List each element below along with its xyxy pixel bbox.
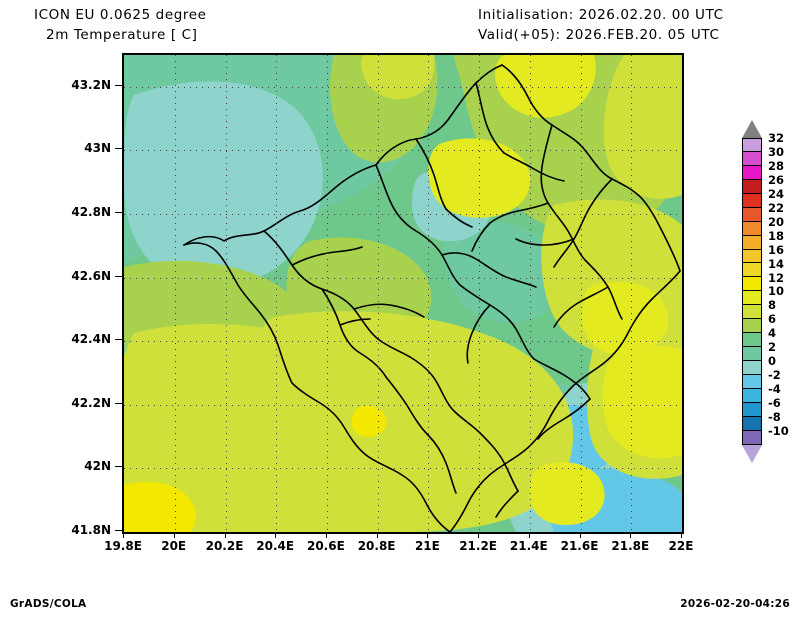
colorbar-label-10: 10: [768, 284, 785, 299]
xtick-label-20.4E: 20.4E: [256, 539, 295, 553]
colorbar-label--6: -6: [768, 396, 781, 411]
colorbar-cell-6: [742, 221, 762, 236]
colorbar-label--4: -4: [768, 382, 781, 397]
colorbar-label-30: 30: [768, 144, 785, 159]
colorbar-cell-21: [742, 430, 762, 445]
xtick-mark-11: [681, 532, 682, 538]
xtick-mark-10: [630, 532, 632, 538]
ytick-label-42N: 42N: [84, 459, 111, 474]
colorbar-cell-20: [742, 416, 762, 431]
xtick-mark-4: [325, 532, 327, 538]
ytick-mark-42.4N: [115, 339, 122, 341]
xtick-label-22E: 22E: [668, 539, 694, 553]
colorbar-label-24: 24: [768, 186, 785, 201]
colorbar-label-18: 18: [768, 228, 785, 243]
colorbar-cell-9: [742, 263, 762, 278]
xtick-label-19.8E: 19.8E: [104, 539, 142, 553]
colorbar-cell-18: [742, 388, 762, 403]
ytick-label-42.8N: 42.8N: [71, 205, 111, 219]
colorbar: 32 30 28 26 24 22 20 18 16 14 12 10 8 6 4 2 0 -2 -4 -6 -8 -10: [742, 120, 800, 465]
colorbar-label-16: 16: [768, 242, 785, 257]
xtick-label-20.2E: 20.2E: [205, 539, 244, 553]
colorbar-label-32: 32: [768, 131, 785, 145]
xtick-mark-1: [173, 532, 175, 538]
footer-timestamp: 2026-02-20-04:26: [680, 598, 790, 610]
colorbar-cell-2: [742, 165, 762, 180]
ytick-label-41.8N: 41.8N: [71, 523, 111, 537]
ytick-label-43.2N: 43.2N: [71, 77, 111, 92]
colorbar-label-6: 6: [768, 312, 777, 327]
colorbar-cell-17: [742, 374, 762, 389]
ytick-mark-42.2N: [115, 402, 122, 404]
colorbar-label-26: 26: [768, 172, 785, 187]
colorbar-over-arrow-icon: [742, 120, 762, 138]
colorbar-label-14: 14: [768, 256, 785, 271]
colorbar-cell-1: [742, 151, 762, 166]
xtick-label-20.8E: 20.8E: [357, 539, 396, 553]
ytick-label-42.6N: 42.6N: [71, 268, 111, 283]
colorbar-label-20: 20: [768, 214, 785, 229]
colorbar-cell-5: [742, 207, 762, 222]
header-initialisation: Initialisation: 2026.02.20. 00 UTC: [478, 7, 724, 23]
ytick-label-42.2N: 42.2N: [71, 395, 111, 410]
xtick-label-21.4E: 21.4E: [509, 539, 548, 553]
colorbar-cell-0: [742, 138, 762, 152]
xtick-mark-9: [579, 532, 581, 538]
colorbar-label-22: 22: [768, 200, 785, 215]
colorbar-cell-19: [742, 402, 762, 417]
colorbar-cell-13: [742, 319, 762, 334]
header-model-title: ICON EU 0.0625 degree: [34, 7, 207, 23]
header-variable-title: 2m Temperature [ C]: [46, 27, 198, 43]
ytick-mark-42.6N: [115, 275, 122, 277]
ytick-mark-42N: [115, 466, 122, 468]
ytick-label-43N: 43N: [84, 141, 111, 156]
temperature-map-panel: [122, 53, 684, 534]
header-valid-time: Valid(+05): 2026.FEB.20. 05 UTC: [478, 27, 720, 43]
xtick-mark-8: [528, 532, 530, 538]
xtick-mark-2: [224, 532, 226, 538]
ytick-mark-43N: [115, 148, 122, 150]
colorbar-label-12: 12: [768, 270, 785, 285]
xtick-label-21.8E: 21.8E: [611, 539, 650, 553]
xtick-label-21.2E: 21.2E: [459, 539, 497, 553]
xtick-mark-5: [376, 532, 378, 538]
xtick-mark-7: [478, 532, 480, 538]
colorbar-cell-8: [742, 249, 762, 264]
ytick-label-42.4N: 42.4N: [71, 332, 111, 347]
colorbar-under-arrow-icon: [742, 444, 762, 463]
colorbar-cell-16: [742, 361, 762, 375]
colorbar-cell-14: [742, 333, 762, 348]
xtick-mark-3: [275, 532, 277, 538]
colorbar-cell-11: [742, 291, 762, 306]
xtick-label-21E: 21E: [414, 539, 440, 553]
ytick-mark-41.8N: [115, 530, 122, 531]
ytick-mark-43.2N: [115, 84, 122, 86]
colorbar-label-8: 8: [768, 298, 777, 313]
colorbar-cell-4: [742, 193, 762, 208]
colorbar-cells: [742, 138, 762, 445]
colorbar-label-4: 4: [768, 326, 777, 341]
colorbar-label-2: 2: [768, 340, 777, 355]
xtick-label-21.6E: 21.6E: [560, 539, 599, 553]
colorbar-cell-12: [742, 305, 762, 320]
footer-credit: GrADS/COLA: [10, 598, 87, 610]
colorbar-label-0: 0: [768, 354, 777, 369]
colorbar-cell-3: [742, 179, 762, 194]
temperature-contour-field: [124, 55, 682, 532]
colorbar-cell-10: [742, 277, 762, 292]
xtick-mark-0: [123, 532, 124, 538]
xtick-mark-6: [427, 532, 429, 538]
xtick-label-20.6E: 20.6E: [306, 539, 345, 553]
colorbar-label--8: -8: [768, 410, 781, 424]
ytick-mark-42.8N: [115, 212, 122, 213]
colorbar-cell-15: [742, 347, 762, 361]
colorbar-label--10: -10: [768, 423, 789, 438]
colorbar-label-28: 28: [768, 158, 785, 173]
xtick-label-20E: 20E: [161, 539, 187, 553]
colorbar-label--2: -2: [768, 368, 781, 383]
colorbar-cell-7: [742, 235, 762, 250]
